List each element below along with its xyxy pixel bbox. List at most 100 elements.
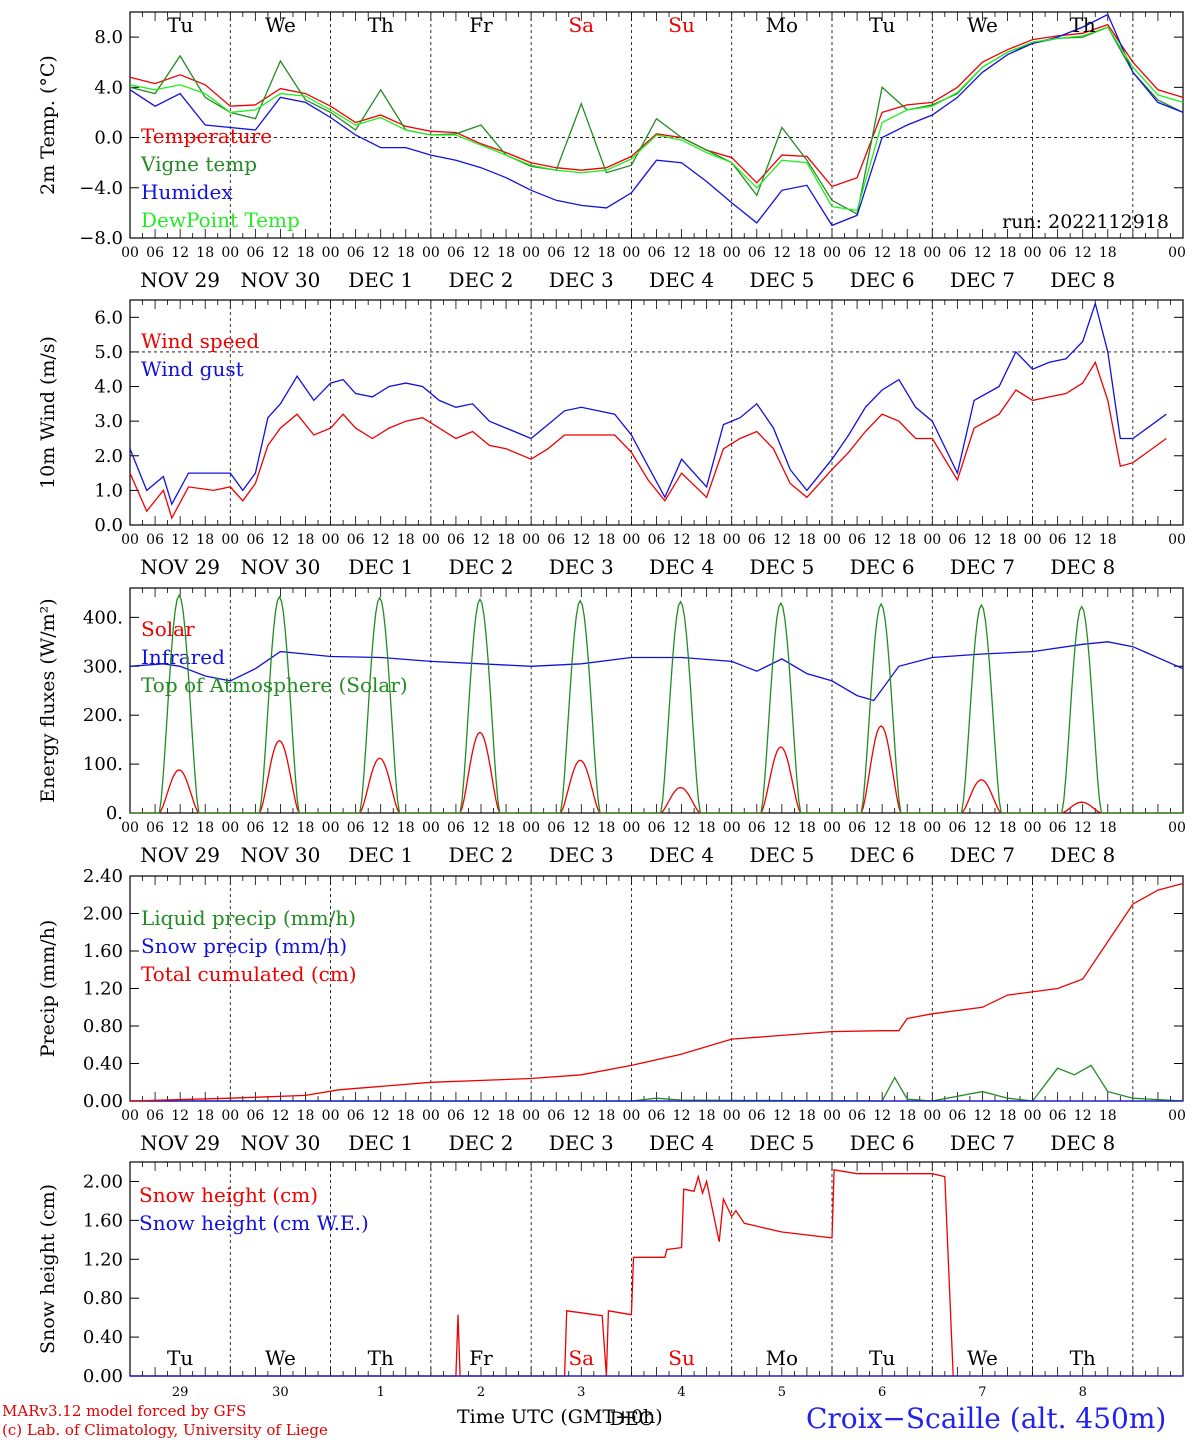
panel-frame bbox=[129, 587, 1184, 814]
hour-tick-label: 00 bbox=[823, 245, 841, 261]
hour-tick-label: 06 bbox=[547, 245, 565, 261]
hour-tick-label: 12 bbox=[272, 820, 290, 836]
hour-tick-label: 12 bbox=[773, 820, 791, 836]
hour-tick-label: 12 bbox=[873, 820, 891, 836]
hour-tick-label: 12 bbox=[873, 1108, 891, 1124]
hour-tick-label: 12 bbox=[1074, 245, 1092, 261]
y-tick-label: 4.0 bbox=[94, 377, 123, 398]
date-label: DEC 8 bbox=[1050, 555, 1115, 579]
hour-tick-label: 06 bbox=[347, 820, 365, 836]
panel-snow: 0.00 0.40 0.80 1.20 1.60 2.00 Snow height (cm)… bbox=[37, 1161, 1184, 1430]
hour-tick-label: 18 bbox=[999, 245, 1017, 261]
y-tick-label: 1.60 bbox=[83, 1210, 123, 1231]
hour-tick-label: 18 bbox=[597, 245, 615, 261]
y-tick-label: 2.00 bbox=[83, 904, 123, 925]
hour-tick-label: 06 bbox=[146, 245, 164, 261]
date-label: DEC 4 bbox=[649, 1131, 714, 1155]
hour-tick-label: 18 bbox=[1099, 245, 1117, 261]
legend-entry: Humidex bbox=[141, 180, 233, 204]
bottom-month: DEC bbox=[610, 1408, 654, 1430]
hour-tick-label: 00 bbox=[1168, 532, 1186, 548]
hour-tick-label: 12 bbox=[873, 532, 891, 548]
y-axis-label: Precip (mm/h) bbox=[37, 920, 59, 1058]
date-label: NOV 29 bbox=[140, 268, 220, 292]
day-name: We bbox=[265, 13, 296, 37]
day-number: 4 bbox=[677, 1385, 685, 1400]
series-vigne-temp bbox=[129, 26, 1184, 216]
hour-tick-label: 00 bbox=[1168, 245, 1186, 261]
hour-tick-label: 18 bbox=[698, 245, 716, 261]
hour-tick-label: 18 bbox=[196, 245, 214, 261]
hour-tick-label: 06 bbox=[648, 820, 666, 836]
y-tick-label: 300. bbox=[83, 656, 123, 677]
day-name: Sa bbox=[568, 1346, 594, 1370]
y-tick-label: −4.0 bbox=[79, 178, 123, 199]
hour-tick-label: 06 bbox=[246, 532, 264, 548]
y-tick-label: 400. bbox=[83, 607, 123, 628]
date-label: DEC 5 bbox=[749, 843, 814, 867]
date-label: DEC 6 bbox=[850, 843, 915, 867]
hour-tick-label: 12 bbox=[873, 245, 891, 261]
hour-tick-label: 12 bbox=[372, 820, 390, 836]
hour-tick-label: 00 bbox=[322, 1108, 340, 1124]
hour-tick-label: 12 bbox=[472, 1108, 490, 1124]
hour-tick-label: 06 bbox=[1049, 1108, 1067, 1124]
hour-tick-label: 18 bbox=[397, 532, 415, 548]
date-label: DEC 4 bbox=[649, 555, 714, 579]
date-label: NOV 30 bbox=[241, 555, 321, 579]
date-label: DEC 6 bbox=[850, 555, 915, 579]
y-tick-label: 0.0 bbox=[94, 515, 123, 536]
date-label: DEC 5 bbox=[749, 268, 814, 292]
hour-tick-label: 18 bbox=[999, 820, 1017, 836]
hour-tick-label: 00 bbox=[221, 820, 239, 836]
series-wind-speed bbox=[129, 360, 1167, 520]
date-label: DEC 7 bbox=[950, 1131, 1015, 1155]
date-label: DEC 8 bbox=[1050, 1131, 1115, 1155]
station-title: Croix−Scaille (alt. 450m) bbox=[806, 1402, 1167, 1435]
hour-tick-label: 06 bbox=[748, 1108, 766, 1124]
y-tick-label: 0.40 bbox=[83, 1327, 123, 1348]
hour-tick-label: 18 bbox=[497, 532, 515, 548]
day-number: 29 bbox=[172, 1385, 189, 1400]
day-name: Tu bbox=[869, 1346, 895, 1370]
hour-tick-label: 06 bbox=[1049, 820, 1067, 836]
hour-tick-label: 06 bbox=[447, 820, 465, 836]
day-name: Mo bbox=[766, 1346, 799, 1370]
day-name: Fr bbox=[469, 13, 493, 37]
hour-tick-label: 18 bbox=[196, 820, 214, 836]
legend-entry: Infrared bbox=[141, 645, 225, 669]
legend-entry: Liquid precip (mm/h) bbox=[141, 906, 356, 930]
hour-tick-label: 18 bbox=[898, 245, 916, 261]
day-name: We bbox=[967, 13, 998, 37]
hour-tick-label: 18 bbox=[497, 820, 515, 836]
day-number: 6 bbox=[878, 1385, 886, 1400]
hour-tick-label: 00 bbox=[221, 1108, 239, 1124]
hour-tick-label: 12 bbox=[1074, 532, 1092, 548]
day-number: 8 bbox=[1079, 1385, 1087, 1400]
hour-tick-label: 18 bbox=[196, 532, 214, 548]
hour-tick-label: 00 bbox=[1168, 820, 1186, 836]
series-infrared bbox=[129, 641, 1184, 702]
hour-tick-label: 06 bbox=[648, 532, 666, 548]
y-tick-label: 1.60 bbox=[83, 941, 123, 962]
hour-tick-label: 18 bbox=[999, 532, 1017, 548]
day-name: Th bbox=[368, 13, 394, 37]
hour-tick-label: 00 bbox=[322, 532, 340, 548]
day-name: Tu bbox=[167, 13, 193, 37]
hour-tick-label: 18 bbox=[798, 1108, 816, 1124]
date-label: DEC 3 bbox=[549, 268, 614, 292]
hour-tick-label: 00 bbox=[623, 1108, 641, 1124]
legend-entry: DewPoint Temp bbox=[141, 208, 300, 232]
date-label: DEC 6 bbox=[850, 268, 915, 292]
hour-tick-label: 18 bbox=[397, 1108, 415, 1124]
hour-tick-label: 00 bbox=[121, 820, 139, 836]
y-tick-label: 1.20 bbox=[83, 979, 123, 1000]
hour-tick-label: 00 bbox=[221, 532, 239, 548]
hour-tick-label: 12 bbox=[472, 245, 490, 261]
hour-tick-label: 12 bbox=[372, 245, 390, 261]
hour-tick-label: 18 bbox=[898, 1108, 916, 1124]
series-top-of-atmosphere-solar bbox=[130, 593, 1183, 814]
hour-tick-label: 00 bbox=[623, 532, 641, 548]
hour-tick-label: 00 bbox=[422, 1108, 440, 1124]
